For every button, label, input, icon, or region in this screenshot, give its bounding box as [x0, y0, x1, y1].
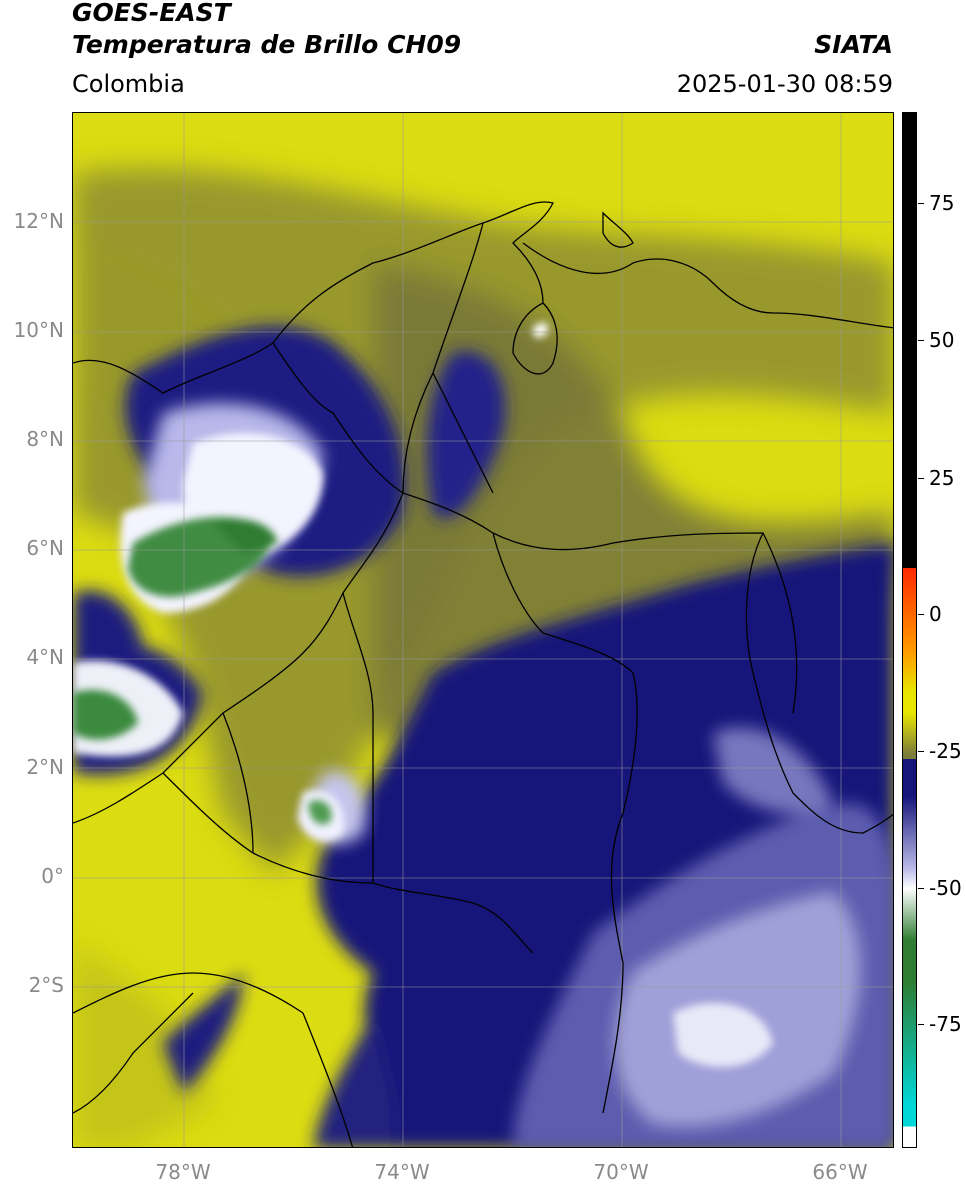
lat-tick-8n: 8°N — [26, 427, 64, 451]
datetime-label: 2025-01-30 08:59 — [676, 70, 893, 98]
colorbar-label-minus25: -25 — [929, 739, 962, 763]
lat-tick-2s: 2°S — [28, 973, 64, 997]
lon-tick-70w: 70°W — [593, 1160, 649, 1184]
source-label: SIATA — [814, 30, 893, 59]
region-label: Colombia — [72, 70, 185, 98]
colorbar-tick — [918, 478, 924, 479]
lat-tick-6n: 6°N — [26, 536, 64, 560]
lat-tick-10n: 10°N — [13, 318, 64, 342]
lat-tick-0: 0° — [41, 864, 64, 888]
lon-tick-66w: 66°W — [812, 1160, 868, 1184]
satellite-map[interactable] — [72, 112, 894, 1148]
colorbar-label-minus75: -75 — [929, 1012, 962, 1036]
colorbar-label-75: 75 — [929, 191, 955, 215]
graticule — [73, 113, 893, 1147]
temperature-colorbar — [902, 112, 917, 1148]
lon-tick-78w: 78°W — [155, 1160, 211, 1184]
brightness-temperature-field — [73, 113, 893, 1147]
colorbar-tick — [918, 751, 924, 752]
colorbar-label-minus50: -50 — [929, 876, 962, 900]
lat-tick-2n: 2°N — [26, 755, 64, 779]
lon-tick-74w: 74°W — [374, 1160, 430, 1184]
colorbar-tick — [918, 340, 924, 341]
colorbar-tick — [918, 614, 924, 615]
colorbar-label-50: 50 — [929, 328, 955, 352]
satellite-title: GOES-EAST — [72, 0, 231, 27]
lat-tick-12n: 12°N — [13, 209, 64, 233]
colorbar-label-0: 0 — [929, 602, 942, 626]
colorbar-tick — [918, 888, 924, 889]
country-borders — [73, 201, 893, 1147]
colorbar-tick — [918, 203, 924, 204]
green-cold-core — [73, 516, 332, 825]
lat-tick-4n: 4°N — [26, 645, 64, 669]
colorbar-label-25: 25 — [929, 466, 955, 490]
colorbar-tick — [918, 1024, 924, 1025]
product-title: Temperatura de Brillo CH09 — [72, 30, 462, 59]
